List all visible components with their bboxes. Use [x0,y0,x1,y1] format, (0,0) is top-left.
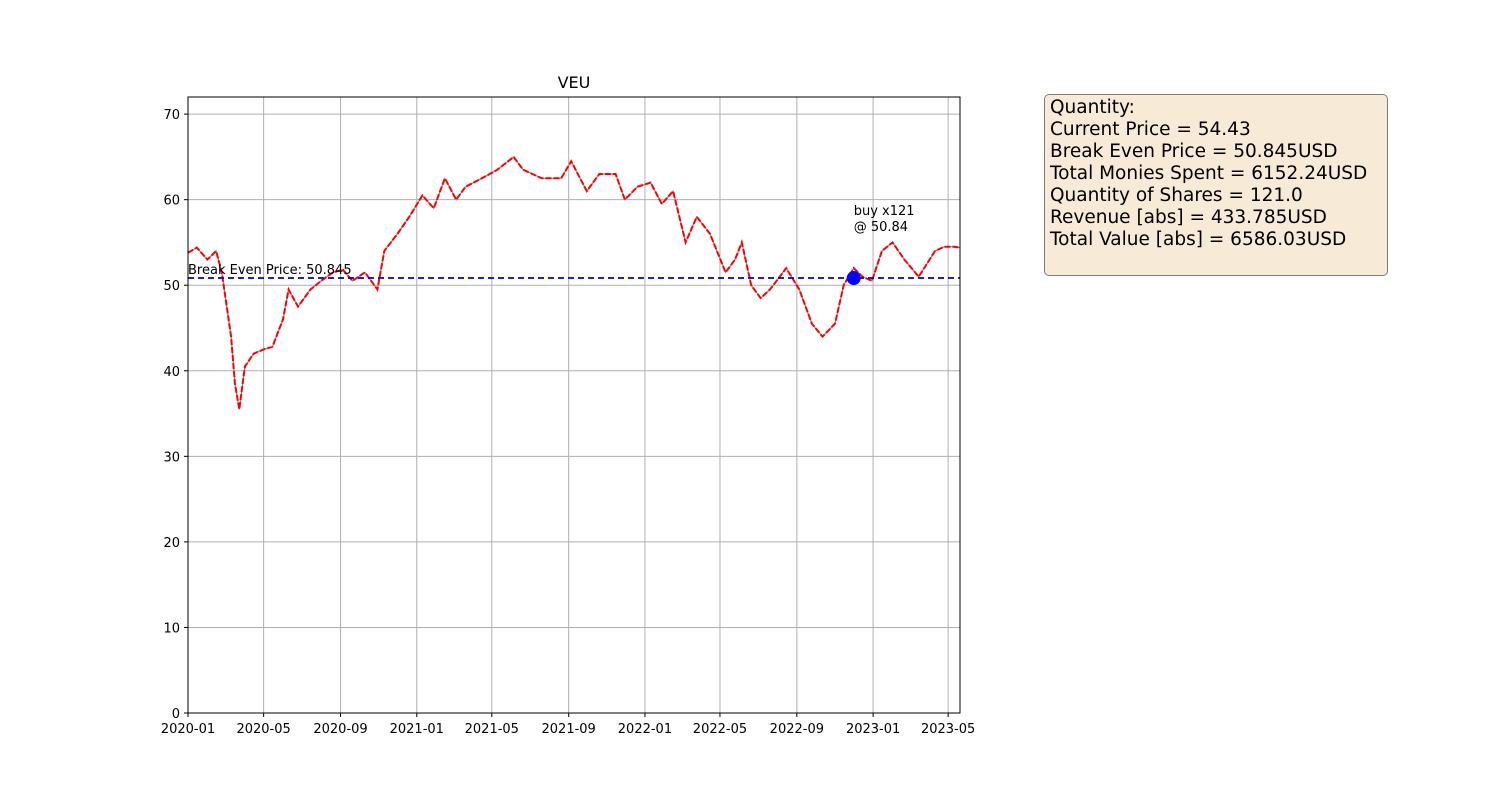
portfolio-info-box: Quantity: Current Price = 54.43 Break Ev… [1044,94,1388,276]
info-line-revenue: Revenue [abs] = 433.785USD [1050,207,1327,228]
x-tick-label: 2021-05 [465,722,519,737]
buy-marker [846,271,861,286]
info-line-break-even-price: Break Even Price = 50.845USD [1050,141,1338,162]
buy-annotation-line1: buy x121 [854,204,915,219]
price-line-underlay [187,156,961,410]
plot-area: Break Even Price: 50.845 buy x121@ 50.84 [187,155,961,410]
x-tick-label: 2022-01 [618,722,672,737]
x-tick-label: 2021-09 [542,722,596,737]
info-line-current-price: Current Price = 54.43 [1050,119,1251,140]
price-line-series-0 [187,155,961,410]
x-tick-label: 2020-05 [236,722,290,737]
break-even-label: Break Even Price: 50.845 [188,263,352,278]
y-tick-label: 50 [163,279,180,294]
x-tick-label: 2020-01 [161,722,215,737]
chart-title: VEU [558,73,591,92]
grid [187,97,960,714]
y-tick-label: 60 [163,194,180,209]
y-tick-label: 10 [163,621,180,636]
info-line-total-value: Total Value [abs] = 6586.03USD [1050,229,1347,250]
x-tick-label: 2022-05 [693,722,747,737]
x-tick-label: 2021-01 [390,722,444,737]
x-tick-label: 2020-09 [313,722,367,737]
y-tick-label: 20 [163,536,180,551]
axes: 2020-01 2020-05 2020-09 2021-01 2021-05 2021-… [161,108,975,737]
buy-annotation-line2: @ 50.84 [854,220,908,235]
info-line-quantity: Quantity: [1050,97,1135,118]
y-tick-label: 30 [163,450,180,465]
info-line-total-monies-spent: Total Monies Spent = 6152.24USD [1050,163,1368,184]
y-tick-label: 70 [163,108,180,123]
plot-frame [187,96,961,714]
y-tick-label: 40 [163,365,180,380]
x-tick-label: 2022-09 [770,722,824,737]
info-line-quantity-of-shares: Quantity of Shares = 121.0 [1050,185,1303,206]
x-tick-label: 2023-05 [921,722,975,737]
x-tick-label: 2023-01 [846,722,900,737]
y-tick-label: 0 [172,707,180,722]
